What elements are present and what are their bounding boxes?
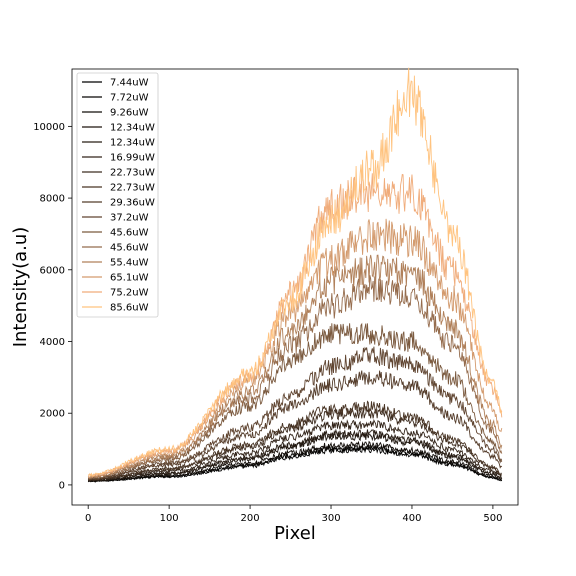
x-tick-label: 0 <box>85 513 91 524</box>
x-tick-label: 200 <box>241 513 260 524</box>
y-tick-label: 8000 <box>40 194 65 205</box>
legend-label: 12.34uW <box>110 138 155 149</box>
x-tick-label: 300 <box>321 513 340 524</box>
legend-label: 75.2uW <box>110 288 149 299</box>
x-tick-label: 100 <box>160 513 179 524</box>
legend-label: 37.2uW <box>110 213 149 224</box>
legend-label: 45.6uW <box>110 243 149 254</box>
y-tick-label: 6000 <box>40 265 65 276</box>
legend: 7.44uW 7.72uW 9.26uW 12.34uW 12.34uW 16.99uW 2… <box>76 72 159 318</box>
legend-label: 65.1uW <box>110 273 149 284</box>
legend-label: 55.4uW <box>110 258 149 269</box>
legend-label: 29.36uW <box>110 198 155 209</box>
legend-label: 85.6uW <box>110 303 149 314</box>
legend-label: 22.73uW <box>110 168 155 179</box>
series-line <box>88 407 502 481</box>
x-tick-label: 500 <box>483 513 502 524</box>
series-layer <box>87 67 503 483</box>
series-line <box>88 67 503 477</box>
legend-box <box>76 72 159 318</box>
legend-label: 22.73uW <box>110 183 155 194</box>
y-tick-label: 0 <box>59 480 65 491</box>
series-line <box>87 370 503 481</box>
y-tick-label: 2000 <box>40 409 65 420</box>
series-line <box>88 275 503 480</box>
legend-label: 45.6uW <box>110 228 149 239</box>
legend-label: 9.26uW <box>110 108 149 119</box>
legend-label: 7.44uW <box>110 78 149 89</box>
x-axis-ticks: 0 100 200 300 400 500 <box>85 505 502 524</box>
series-line <box>87 428 502 482</box>
y-tick-label: 4000 <box>40 337 65 348</box>
series-line <box>87 444 503 483</box>
legend-label: 7.72uW <box>110 93 149 104</box>
y-tick-label: 10000 <box>33 122 65 133</box>
x-axis-label: Pixel <box>274 523 316 544</box>
legend-label: 12.34uW <box>110 123 155 134</box>
legend-label: 16.99uW <box>110 153 155 164</box>
y-axis-ticks: 0 2000 4000 6000 8000 10000 <box>33 122 72 491</box>
x-tick-label: 400 <box>402 513 421 524</box>
series-line <box>87 346 503 481</box>
series-line <box>87 218 503 479</box>
series-line <box>87 254 503 479</box>
y-axis-label: Intensity(a.u) <box>10 227 31 348</box>
series-line <box>88 400 502 481</box>
